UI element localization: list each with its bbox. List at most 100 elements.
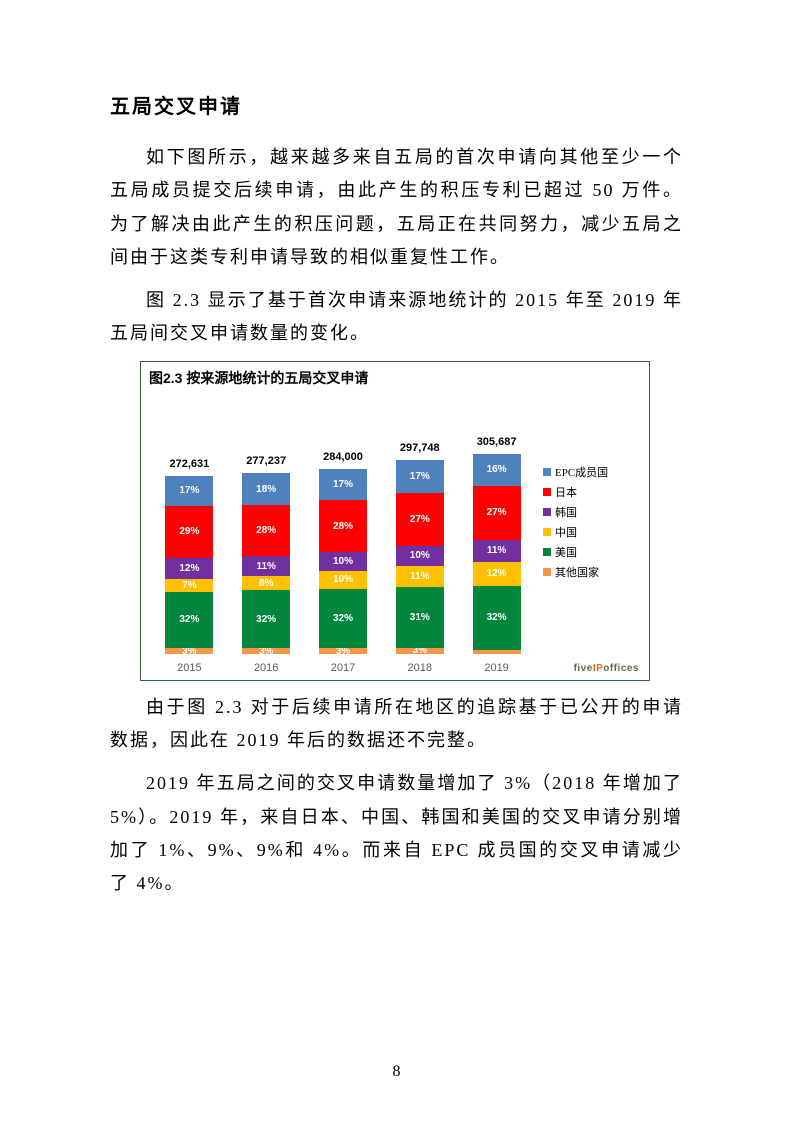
bar-segment-label: 32% [333, 613, 353, 624]
bar-segment-label: 12% [487, 568, 507, 579]
bar-segment-china: 8% [242, 576, 290, 590]
legend-item: 中国 [543, 524, 643, 540]
bar-segment-label: 28% [333, 521, 353, 532]
bar-total-label: 272,631 [157, 458, 221, 470]
page: 五局交叉申请 如下图所示，越来越多来自五局的首次申请向其他至少一个五局成员提交后… [0, 0, 793, 1123]
x-axis-label: 2019 [465, 662, 529, 674]
bar-segment-korea: 11% [473, 540, 521, 562]
bar-segment-label: 11% [487, 545, 506, 556]
x-axis-label: 2017 [311, 662, 375, 674]
bar-segment-label: 11% [256, 561, 275, 572]
bar-segment-korea: 10% [396, 546, 444, 566]
legend-label: EPC成员国 [555, 464, 608, 480]
bar-segment-epc: 17% [165, 476, 213, 506]
chart-legend: EPC成员国日本韩国中国美国其他国家 [539, 390, 643, 654]
legend-item: 韩国 [543, 504, 643, 520]
legend-swatch [543, 528, 551, 536]
bar-segment-label: 17% [410, 471, 430, 482]
bar-segment-epc: 18% [242, 473, 290, 506]
bar-segment-other: 3% [165, 648, 213, 653]
paragraph-1: 如下图所示，越来越多来自五局的首次申请向其他至少一个五局成员提交后续申请，由此产… [110, 141, 683, 274]
legend-item: 日本 [543, 484, 643, 500]
bar-stack: 3% 32% 10% 10% 28% 17% [319, 469, 367, 654]
bar-stack: 3% 32% 8% 11% 28% 18% [242, 473, 290, 654]
bar-segment-us: 32% [319, 589, 367, 648]
legend-swatch [543, 468, 551, 476]
logo-part-a: five [574, 663, 593, 674]
bar-total-label: 277,237 [234, 455, 298, 467]
legend-label: 日本 [555, 484, 577, 500]
bar-segment-label: 12% [179, 563, 199, 574]
bar-segment-china: 7% [165, 579, 213, 591]
legend-swatch [543, 568, 551, 576]
bar-segment-label: 18% [256, 484, 276, 495]
bar-segment-korea: 10% [319, 552, 367, 571]
bar-column: 284,0003%32%10%10%28%17% [311, 469, 375, 654]
bar-segment-japan: 29% [165, 506, 213, 558]
bar-total-label: 297,748 [388, 442, 452, 454]
x-axis-label: 2016 [234, 662, 298, 674]
bar-segment-us: 32% [165, 592, 213, 649]
x-axis-label: 2015 [157, 662, 221, 674]
legend-label: 韩国 [555, 504, 577, 520]
bar-segment-japan: 27% [473, 486, 521, 540]
chart-title: 图2.3 按来源地统计的五局交叉申请 [141, 362, 649, 390]
page-number: 8 [0, 1063, 793, 1081]
bar-segment-label: 17% [179, 485, 199, 496]
bar-total-label: 305,687 [465, 436, 529, 448]
bar-segment-us: 32% [473, 586, 521, 650]
bar-segment-us: 32% [242, 590, 290, 648]
bar-segment-other: 3% [242, 648, 290, 653]
bar-segment-china: 12% [473, 562, 521, 586]
logo-part-b: IP [593, 663, 603, 674]
bar-segment-japan: 27% [396, 493, 444, 546]
section-heading: 五局交叉申请 [110, 90, 683, 119]
legend-item: 美国 [543, 544, 643, 560]
bar-total-label: 284,000 [311, 451, 375, 463]
x-axis-label: 2018 [388, 662, 452, 674]
legend-swatch [543, 548, 551, 556]
chart-2-3: 图2.3 按来源地统计的五局交叉申请 272,631 3% 32% 7% 12% 29% 1… [140, 361, 650, 681]
bar-segment-other [473, 650, 521, 654]
bar-segment-epc: 17% [396, 460, 444, 493]
bar-segment-label: 7% [182, 580, 196, 591]
five-ip-offices-logo: fiveIPoffices [574, 663, 639, 674]
bar-segment-epc: 16% [473, 454, 521, 486]
chart-bars-area: 272,631 3% 32% 7% 12% 29% 17% 277,237 3% 32% 8% 11%… [147, 390, 539, 654]
bar-stack: 3% 31% 11% 10% 27% 17% [396, 460, 444, 654]
bar-column: 297,7483%31%11%10%27%17% [388, 460, 452, 654]
bar-segment-label: 32% [256, 614, 276, 625]
bar-segment-label: 10% [333, 556, 353, 567]
bar-segment-label: 10% [410, 550, 430, 561]
bar-segment-label: 11% [410, 571, 429, 582]
legend-item: EPC成员国 [543, 464, 643, 480]
legend-label: 其他国家 [555, 564, 599, 580]
paragraph-3: 由于图 2.3 对于后续申请所在地区的追踪基于已公开的申请数据，因此在 2019… [110, 691, 683, 758]
bar-segment-label: 29% [179, 526, 199, 537]
bar-segment-label: 31% [410, 612, 430, 623]
chart-body: 272,631 3% 32% 7% 12% 29% 17% 277,237 3% 32% 8% 11%… [141, 390, 649, 658]
bar-segment-other: 3% [396, 648, 444, 654]
bar-segment-label: 3% [336, 648, 350, 654]
bar-column: 272,6313%32%7%12%29%17% [157, 476, 221, 654]
bar-segment-label: 32% [179, 614, 199, 625]
bar-segment-china: 10% [319, 571, 367, 590]
bar-segment-label: 10% [333, 574, 353, 585]
paragraph-4: 2019 年五局之间的交叉申请数量增加了 3%（2018 年增加了 5%）。20… [110, 767, 683, 900]
bar-segment-label: 17% [333, 479, 353, 490]
bar-segment-label: 32% [487, 612, 507, 623]
logo-part-c: offices [603, 663, 639, 674]
bar-segment-epc: 17% [319, 469, 367, 500]
bar-column: 277,2373%32%8%11%28%18% [234, 473, 298, 654]
bar-segment-label: 3% [413, 648, 427, 654]
bar-segment-label: 28% [256, 525, 276, 536]
bar-segment-japan: 28% [319, 500, 367, 552]
paragraph-2: 图 2.3 显示了基于首次申请来源地统计的 2015 年至 2019 年五局间交… [110, 284, 683, 351]
legend-label: 中国 [555, 524, 577, 540]
bar-segment-other: 3% [319, 648, 367, 654]
chart-x-axis: 2015 2016 2017 2018 2019 [147, 658, 539, 680]
bar-segment-japan: 28% [242, 505, 290, 556]
legend-swatch [543, 488, 551, 496]
bar-segment-korea: 12% [165, 558, 213, 579]
bar-segment-label: 3% [182, 648, 196, 653]
